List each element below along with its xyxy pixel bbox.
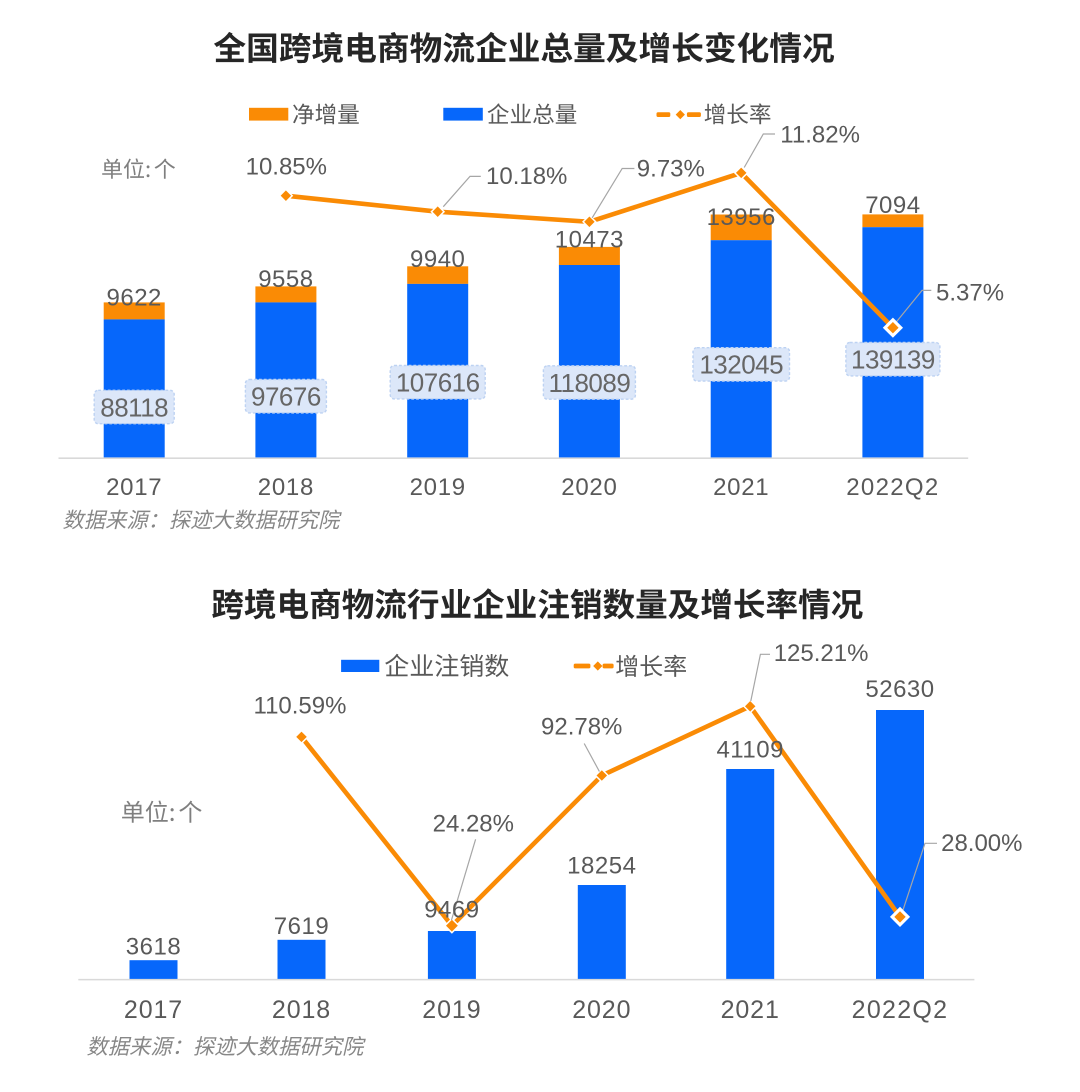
svg-text:10.18%: 10.18%	[486, 163, 567, 190]
svg-text:2018: 2018	[272, 996, 331, 1024]
svg-text:2019: 2019	[422, 996, 481, 1024]
svg-text:118089: 118089	[548, 368, 630, 398]
svg-text:92.78%: 92.78%	[541, 714, 622, 741]
svg-text:10473: 10473	[555, 227, 624, 254]
svg-text:9940: 9940	[410, 246, 465, 273]
svg-text:3618: 3618	[126, 934, 181, 961]
svg-text:2022Q2: 2022Q2	[852, 996, 949, 1024]
svg-text:2018: 2018	[258, 474, 314, 501]
svg-text:18254: 18254	[567, 853, 636, 880]
svg-text:10.85%: 10.85%	[246, 154, 327, 181]
svg-text:125.21%: 125.21%	[774, 640, 869, 667]
svg-text:2019: 2019	[410, 474, 466, 501]
svg-text:110.59%: 110.59%	[254, 692, 347, 719]
svg-text:2020: 2020	[572, 996, 631, 1024]
svg-text:9558: 9558	[258, 266, 313, 293]
svg-text:7619: 7619	[274, 913, 329, 940]
svg-text:2022Q2: 2022Q2	[846, 474, 939, 501]
svg-text:2017: 2017	[124, 996, 183, 1024]
svg-text:9.73%: 9.73%	[637, 155, 705, 182]
svg-text:11.82%: 11.82%	[780, 122, 860, 149]
svg-text:2021: 2021	[721, 996, 780, 1024]
svg-text:7094: 7094	[865, 192, 920, 219]
svg-text:28.00%: 28.00%	[941, 830, 1022, 857]
svg-text:9469: 9469	[424, 897, 479, 924]
svg-text:9622: 9622	[107, 284, 162, 311]
svg-text:88118: 88118	[100, 392, 168, 422]
svg-text:2021: 2021	[713, 474, 769, 501]
svg-text:107616: 107616	[396, 368, 480, 398]
svg-text:139139: 139139	[851, 345, 935, 375]
svg-text:97676: 97676	[251, 382, 321, 412]
svg-text:13956: 13956	[707, 204, 776, 231]
svg-text:132045: 132045	[699, 350, 783, 380]
svg-text:2020: 2020	[561, 474, 617, 501]
svg-text:5.37%: 5.37%	[936, 279, 1004, 306]
svg-text:41109: 41109	[716, 737, 783, 764]
svg-text:52630: 52630	[865, 676, 934, 703]
svg-text:2017: 2017	[106, 474, 162, 501]
svg-text:24.28%: 24.28%	[433, 811, 514, 838]
